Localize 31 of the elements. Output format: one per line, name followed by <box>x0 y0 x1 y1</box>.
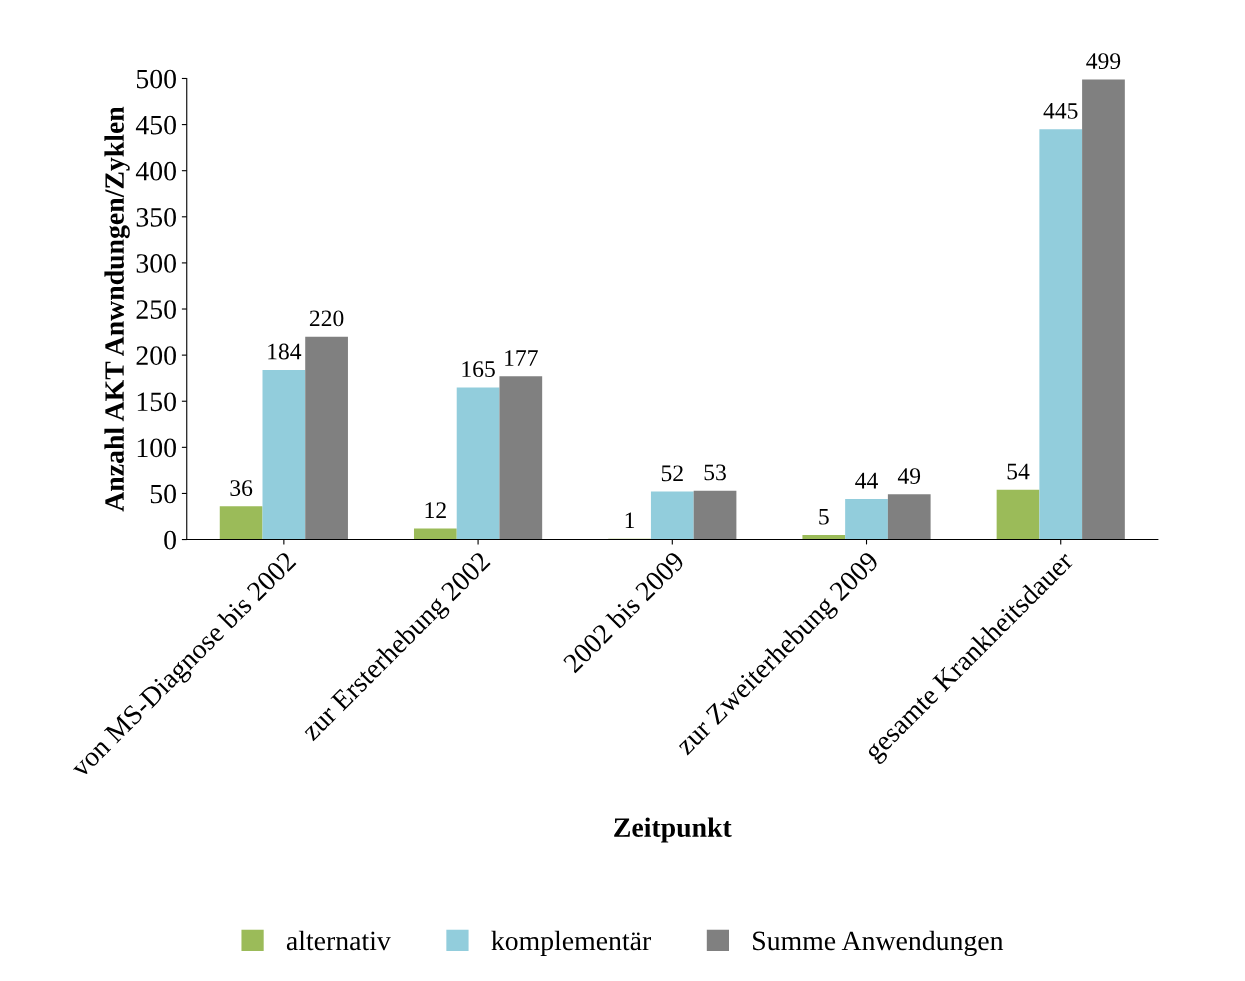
y-tick-label: 0 <box>164 530 176 550</box>
data-label: 5 <box>819 508 829 525</box>
data-label: 499 <box>1086 53 1121 70</box>
y-axis-title: Anzahl AKT Anwndungen/Zyklen <box>104 106 130 512</box>
y-tick-label: 200 <box>136 346 176 366</box>
data-label: 1 <box>625 512 635 529</box>
y-tick-label: 450 <box>135 115 176 135</box>
data-label: 165 <box>462 361 495 378</box>
data-label: 49 <box>897 468 921 485</box>
y-tick-label: 100 <box>137 438 176 458</box>
x-axis-title: Zeitpunkt <box>614 817 732 843</box>
data-label: 53 <box>704 464 726 481</box>
data-label: 220 <box>309 310 344 327</box>
legend-label: komplementär <box>491 930 651 956</box>
y-tick-label: 50 <box>150 484 176 504</box>
data-label: 177 <box>505 350 538 366</box>
legend-label: Summe Anwendungen <box>753 930 1004 956</box>
data-label: 445 <box>1043 103 1078 119</box>
data-label: 12 <box>425 502 446 518</box>
y-tick-label: 300 <box>136 254 176 273</box>
y-tick-label: 350 <box>136 207 176 227</box>
data-label: 184 <box>268 343 302 360</box>
y-tick-label: 400 <box>135 161 176 181</box>
data-label: 36 <box>230 480 253 496</box>
data-label: 44 <box>855 472 878 489</box>
legend-label: alternativ <box>286 930 391 951</box>
y-tick-label: 150 <box>137 392 176 412</box>
data-label: 54 <box>1007 463 1030 480</box>
y-tick-label: 500 <box>136 69 176 89</box>
data-label: 52 <box>661 465 683 482</box>
y-tick-label: 250 <box>136 300 176 319</box>
